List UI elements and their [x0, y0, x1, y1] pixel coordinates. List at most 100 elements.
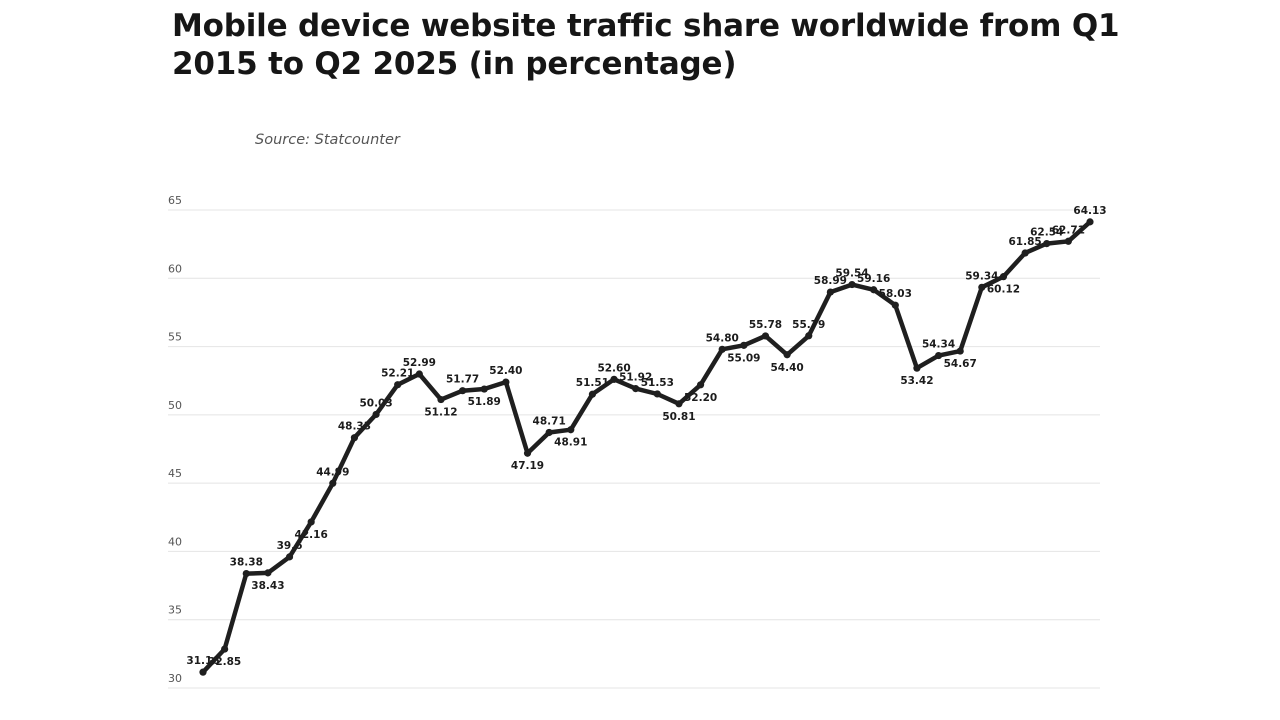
data-label: 54.40 — [771, 362, 804, 374]
data-label: 39.6 — [277, 540, 303, 552]
data-label: 51.51 — [576, 377, 609, 389]
data-point — [329, 479, 337, 487]
y-tick-label: 50 — [168, 399, 182, 412]
data-point — [718, 345, 726, 353]
data-point — [221, 645, 229, 653]
data-label: 55.09 — [727, 352, 760, 364]
data-point — [761, 332, 770, 340]
data-point — [826, 288, 834, 296]
data-point — [372, 410, 380, 419]
data-point — [870, 286, 878, 294]
data-label: 47.19 — [511, 460, 544, 472]
data-label: 54.34 — [922, 339, 955, 351]
data-point — [999, 273, 1008, 281]
data-label: 48.33 — [338, 421, 371, 433]
data-label: 38.43 — [251, 580, 284, 592]
data-label: 44.99 — [316, 466, 349, 478]
data-label: 54.67 — [944, 358, 977, 370]
chart-source: Source: Statcounter — [255, 132, 400, 148]
data-label: 51.92 — [619, 372, 652, 384]
data-label: 52.99 — [403, 357, 436, 369]
data-point — [740, 341, 748, 349]
data-point — [653, 390, 661, 398]
series-line — [200, 219, 1093, 675]
data-label: 55.78 — [749, 319, 782, 331]
data-point — [264, 569, 272, 577]
data-point — [848, 280, 856, 289]
y-tick-label: 45 — [168, 467, 182, 480]
data-label: 52.60 — [597, 362, 630, 374]
data-label: 52.40 — [489, 365, 522, 377]
data-label: 52.20 — [684, 392, 717, 404]
data-point — [696, 381, 705, 389]
y-tick-label: 30 — [168, 672, 182, 685]
data-label: 42.16 — [295, 529, 328, 541]
data-point — [956, 347, 964, 355]
data-label: 54.80 — [706, 332, 739, 344]
y-tick-label: 35 — [168, 604, 182, 617]
data-point — [891, 301, 899, 309]
data-point — [242, 569, 250, 578]
data-label: 60.12 — [987, 284, 1020, 296]
data-label: 59.54 — [835, 268, 868, 280]
data-label: 32.85 — [208, 656, 241, 668]
series-line-group — [200, 219, 1093, 675]
data-label: 62.71 — [1052, 224, 1085, 236]
data-label: 53.42 — [900, 375, 933, 387]
data-point — [285, 553, 294, 561]
data-point — [567, 426, 575, 434]
data-label: 58.03 — [879, 288, 912, 300]
data-point — [1021, 249, 1029, 257]
data-point — [415, 370, 423, 378]
data-point — [913, 364, 921, 372]
data-label: 62.54 — [1030, 227, 1063, 239]
chart-title: Mobile device website traffic share worl… — [172, 8, 1120, 82]
data-label: 50.81 — [662, 411, 695, 423]
data-label: 48.91 — [554, 437, 587, 449]
data-point — [199, 668, 207, 676]
data-label: 59.34 — [965, 270, 998, 282]
data-label: 51.89 — [468, 396, 501, 408]
data-label: 51.53 — [641, 377, 674, 389]
data-point — [1043, 239, 1051, 248]
data-point — [307, 518, 315, 526]
y-tick-label: 40 — [168, 535, 182, 548]
data-point — [934, 351, 943, 360]
data-point — [783, 351, 791, 359]
data-label: 59.16 — [857, 273, 890, 285]
data-point — [632, 385, 640, 393]
data-point — [545, 428, 553, 437]
data-label: 51.12 — [424, 407, 457, 419]
data-label: 55.79 — [792, 319, 825, 331]
data-label: 38.38 — [230, 557, 263, 569]
data-point — [610, 375, 618, 383]
data-point — [588, 390, 597, 398]
data-point — [523, 449, 532, 457]
data-point — [437, 395, 445, 404]
y-tick-label: 55 — [168, 331, 182, 344]
data-point — [1086, 218, 1094, 226]
data-point — [675, 400, 683, 408]
data-label: 31.16 — [186, 655, 219, 667]
y-axis-ticks: 30 35 40 45 50 55 60 65 — [168, 194, 182, 685]
data-point — [350, 434, 359, 442]
data-point — [394, 381, 402, 389]
data-label: 50.03 — [359, 397, 392, 409]
y-tick-label: 65 — [168, 194, 182, 207]
data-points — [199, 218, 1094, 676]
data-label: 52.21 — [381, 368, 414, 380]
gridlines — [168, 209, 1100, 689]
data-point — [502, 378, 510, 386]
data-label: 51.77 — [446, 374, 479, 386]
y-tick-label: 60 — [168, 262, 182, 275]
data-label: 58.99 — [814, 275, 847, 287]
data-point — [1064, 237, 1072, 245]
data-label: 64.13 — [1073, 205, 1106, 217]
data-point — [480, 385, 488, 393]
data-point — [459, 387, 467, 395]
data-label: 48.71 — [533, 415, 566, 427]
data-label: 61.85 — [1008, 236, 1041, 248]
data-point — [978, 283, 986, 291]
